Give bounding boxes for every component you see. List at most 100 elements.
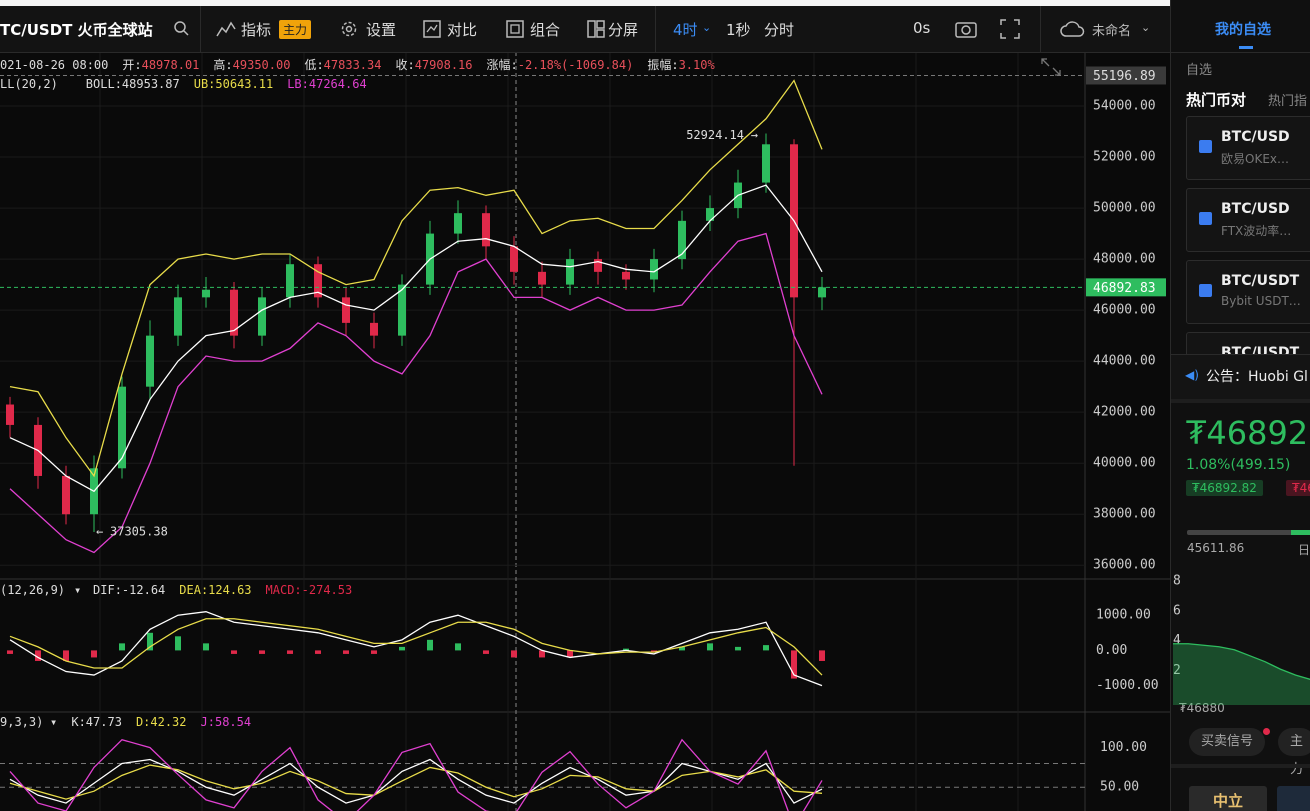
search-icon[interactable] [173, 20, 189, 36]
interval-active[interactable]: 4时 [673, 21, 698, 39]
candle-body [650, 259, 658, 280]
candle-body [678, 220, 686, 260]
macd-bar [455, 643, 461, 651]
candle-body [454, 213, 462, 234]
range-bar [1187, 530, 1310, 535]
group-icon[interactable] [506, 20, 524, 38]
sidebar: 我的自选 自选 热门币对 热门指 BTC/USD 欧易OKEx… BTC/USD F… [1170, 0, 1310, 811]
macd-bar [91, 650, 97, 658]
area-fill [1173, 643, 1310, 705]
toolbar: TC/USDT 火币全球站 指标 主力 设置 对比 组合 分屏 4时 ⌄ 1秒 … [0, 6, 1170, 53]
y-tick-label: 8 [1173, 573, 1181, 588]
checkbox[interactable] [1199, 284, 1212, 297]
interval[interactable]: 1秒 [726, 21, 751, 39]
y-tick-label: 38000.00 [1093, 507, 1156, 522]
y-tick-label: 36000.00 [1093, 558, 1156, 573]
expand-icon[interactable] [1041, 58, 1061, 76]
macd-bar [259, 650, 265, 654]
candle-body [762, 144, 770, 183]
menu-group[interactable]: 组合 [530, 21, 561, 39]
candle-body [566, 259, 574, 285]
candle-body [622, 271, 630, 280]
fullscreen-icon[interactable] [1000, 19, 1020, 39]
candle-body [146, 335, 154, 387]
y-tick-label: 1000.00 [1096, 608, 1151, 623]
indicator-text: (12,26,9) [0, 583, 66, 597]
candle-body [62, 475, 70, 515]
macd-bar [371, 650, 377, 654]
candle-body [398, 284, 406, 336]
indicator-text: DIF:-12.64 [93, 583, 166, 597]
pair-card[interactable]: BTC/USD FTX波动率… [1186, 188, 1310, 252]
macd-bar [231, 650, 237, 654]
indicator-line [9, 618, 823, 676]
range-fill [1291, 530, 1310, 535]
macd-bar [427, 639, 433, 651]
sentiment-2[interactable] [1277, 786, 1310, 811]
indicator-text: J:58.54 [200, 715, 252, 729]
high-annotation: 52924.14 [686, 128, 744, 142]
chart-area: 36000.00 38000.00 40000.00 42000.00 44000.00… [0, 52, 1170, 811]
y-tick-label: -1000.00 [1096, 678, 1159, 693]
cloud-icon[interactable] [1060, 19, 1086, 39]
dropdown-arrow[interactable]: ⌄ [702, 21, 712, 34]
indicator-text: K:47.73 [71, 715, 122, 729]
signal-button[interactable]: 买卖信号 [1189, 728, 1266, 756]
info-value: -2.18%(-1069.84) [517, 58, 634, 72]
menu-indicator[interactable]: 指标 [241, 21, 272, 39]
checkbox[interactable] [1199, 140, 1212, 153]
low-annotation: 37305.38 [110, 524, 168, 538]
candle-body [594, 259, 602, 272]
y-tick-label: 52000.00 [1093, 150, 1156, 165]
pair-symbol: BTC/USD [1221, 201, 1290, 217]
compare-icon[interactable] [423, 20, 441, 38]
hot-tab[interactable]: 热门指 [1268, 94, 1308, 109]
y-tick-label: 54000.00 [1093, 99, 1156, 114]
divider [1171, 52, 1310, 53]
notice[interactable]: 公告：Huobi Gl [1206, 369, 1308, 385]
pair-card[interactable]: BTC/USD 欧易OKEx… [1186, 116, 1310, 180]
dropdown-arrow: ▾ [50, 715, 58, 729]
macd-bar [651, 650, 657, 653]
macd-bar [7, 650, 13, 654]
menu-settings[interactable]: 设置 [366, 21, 397, 39]
macd-bar [483, 650, 489, 654]
y-tick-label: 50000.00 [1093, 201, 1156, 216]
candle-body [510, 246, 518, 272]
macd-bar [623, 648, 629, 651]
tab-underline [1239, 46, 1253, 49]
checkbox[interactable] [1199, 212, 1212, 225]
price-tag [1086, 278, 1166, 297]
split-icon[interactable] [587, 20, 605, 38]
menu-split[interactable]: 分屏 [608, 21, 639, 39]
dropdown-arrow[interactable]: ⌄ [1141, 21, 1151, 34]
info-label: 涨幅: [486, 58, 518, 72]
macd-bar [119, 643, 125, 651]
indicator-line [9, 232, 823, 554]
crosshair-info: 021-08-26 08:00 开:48978.01 高:49350.00 低:478… [0, 56, 729, 73]
hot-title[interactable]: 热门币对 [1186, 91, 1247, 109]
info-label: 高: [213, 58, 233, 72]
menu-compare[interactable]: 对比 [447, 21, 478, 39]
layout-name[interactable]: 未命名 [1092, 24, 1132, 39]
sentiment[interactable]: 中立 [1189, 786, 1267, 811]
candle-body [230, 289, 238, 336]
camera-icon[interactable] [955, 19, 977, 39]
indicator-icon[interactable] [216, 20, 236, 38]
pair-card[interactable]: BTC/USDT Bybit USDT… [1186, 260, 1310, 324]
macd-bar [819, 650, 825, 661]
tab-watchlist[interactable]: 我的自选 [1215, 22, 1271, 38]
symbol[interactable]: TC/USDT 火币全球站 [0, 21, 153, 39]
interval[interactable]: 分时 [764, 21, 795, 39]
settings-icon[interactable] [340, 20, 358, 38]
main-button[interactable]: 主力 [1278, 728, 1310, 777]
indicator-line [9, 738, 823, 811]
y-tick-label: 44000.00 [1093, 354, 1156, 369]
indicator-line [9, 79, 823, 478]
indicator-line [9, 611, 823, 687]
badge: 主力 [279, 20, 312, 39]
notice-bar[interactable] [1171, 354, 1310, 399]
indicator-line [9, 764, 823, 800]
candle-body [118, 386, 126, 469]
